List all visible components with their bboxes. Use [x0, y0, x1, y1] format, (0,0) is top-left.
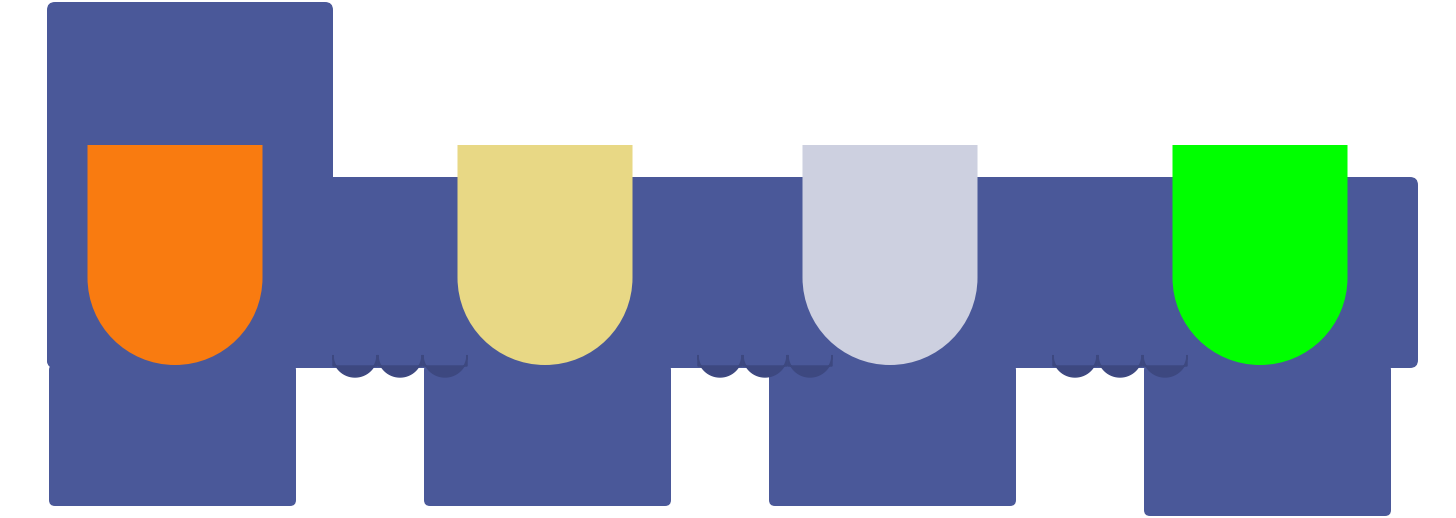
FancyBboxPatch shape [50, 364, 296, 506]
FancyBboxPatch shape [47, 2, 333, 368]
Polygon shape [697, 355, 743, 377]
PathPatch shape [802, 145, 977, 365]
FancyBboxPatch shape [1144, 364, 1390, 516]
FancyBboxPatch shape [769, 364, 1016, 506]
Polygon shape [379, 355, 422, 377]
PathPatch shape [457, 145, 632, 365]
Polygon shape [424, 355, 467, 377]
PathPatch shape [87, 145, 262, 365]
PathPatch shape [1172, 145, 1347, 365]
Polygon shape [1053, 355, 1096, 377]
Polygon shape [788, 355, 831, 377]
FancyBboxPatch shape [424, 364, 671, 506]
FancyBboxPatch shape [47, 177, 1418, 368]
Polygon shape [743, 355, 788, 377]
Polygon shape [333, 355, 377, 377]
Polygon shape [1143, 355, 1187, 377]
Polygon shape [1098, 355, 1142, 377]
